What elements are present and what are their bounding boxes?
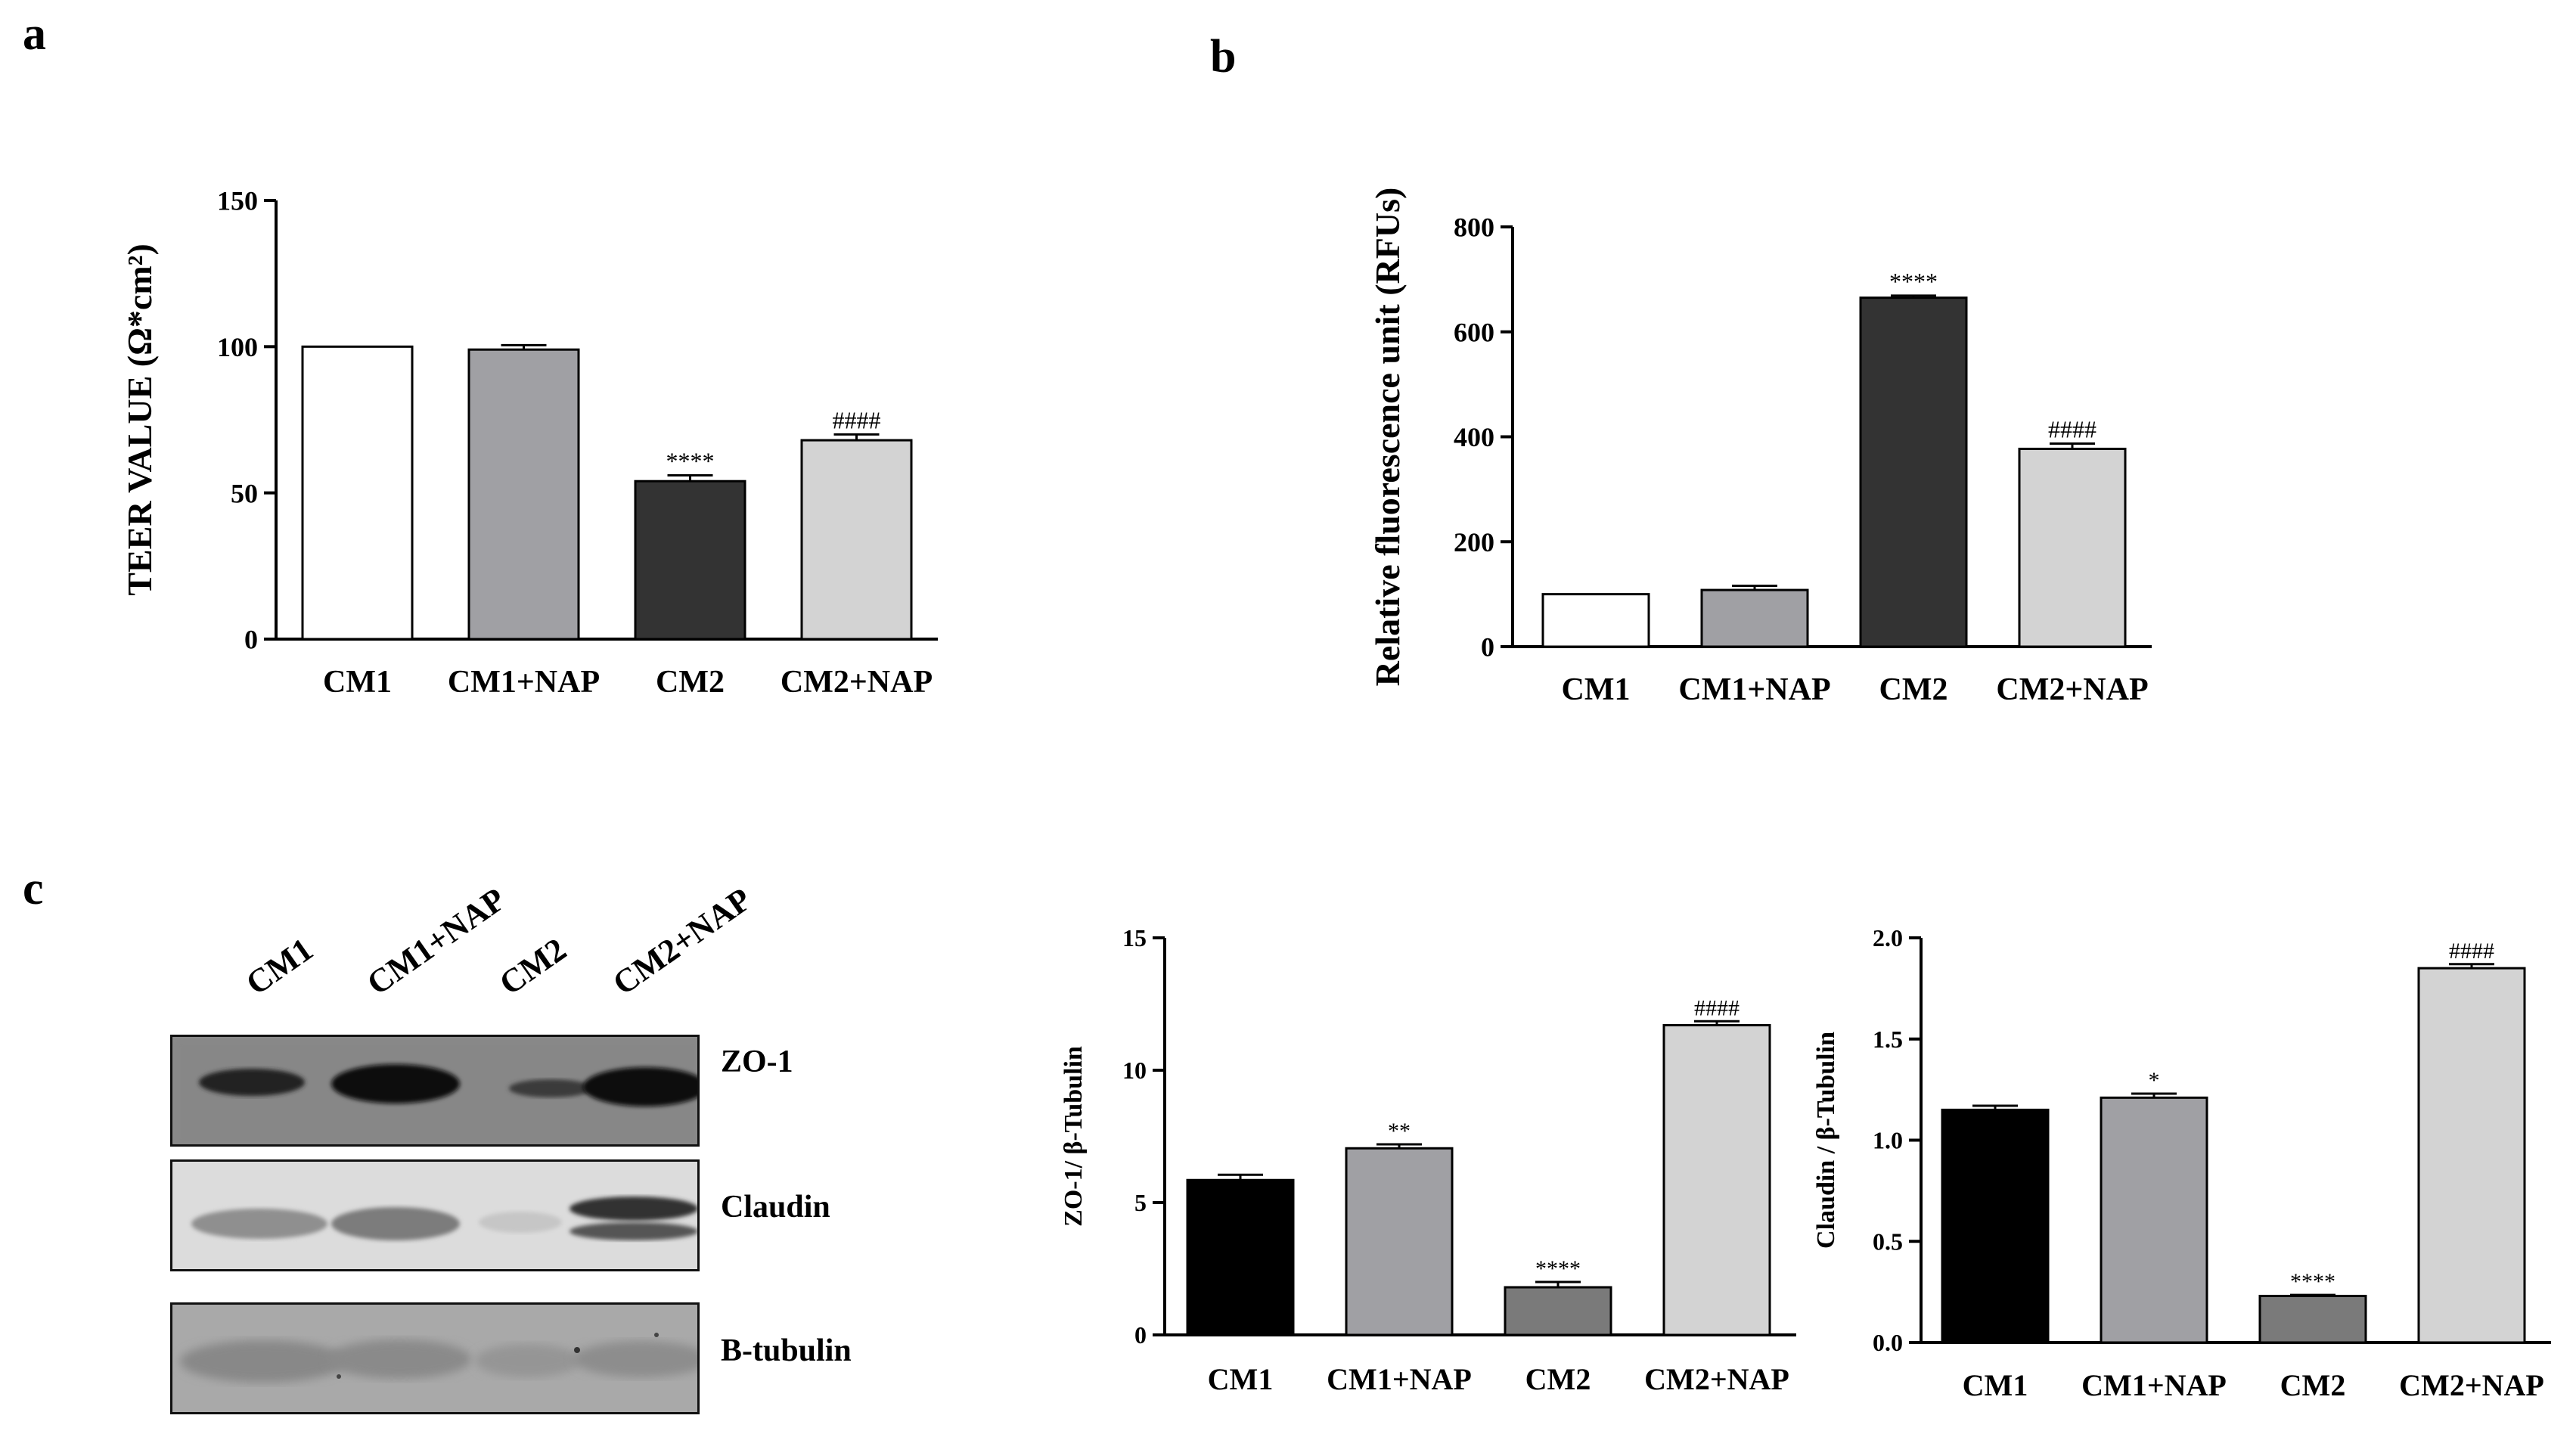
significance-label: **** (2290, 1269, 2335, 1294)
y-tick-label: 10 (1122, 1057, 1147, 1084)
category-label: CM1+NAP (448, 665, 600, 700)
panel-letter-c: c (23, 863, 44, 914)
significance-label: **** (1535, 1256, 1581, 1281)
y-tick-label: 800 (1454, 213, 1494, 243)
y-axis-label: ZO-1/ β-Tubulin (1060, 1046, 1088, 1227)
blot-label-zo1: ZO-1 (721, 1044, 793, 1079)
bar (2258, 1294, 2367, 1344)
bar (1504, 1286, 1612, 1336)
chart-a-teer: 0 50 100 150 TEER VALUE (Ω*cm²) CM1 CM1+NAP ***… (120, 186, 938, 700)
y-tick-label: 100 (217, 332, 258, 362)
band (327, 1339, 471, 1379)
band (180, 1340, 346, 1383)
blot-lane-label: CM1 (239, 930, 320, 1003)
blot-label-claudin: Claudin (721, 1190, 830, 1224)
y-tick-label: 0.0 (1873, 1329, 1903, 1356)
y-tick-label: 0 (244, 625, 258, 655)
band (331, 1064, 460, 1103)
y-tick-label: 1.5 (1873, 1026, 1903, 1053)
band (573, 1341, 697, 1377)
chart-c1-zo1: 0 5 10 15 ZO-1/ β-Tubulin CM1 ** CM1+NAP **** CM2… (1060, 924, 1796, 1396)
bar (1662, 1024, 1771, 1336)
y-tick-label: 50 (231, 478, 258, 508)
bar (301, 345, 414, 641)
bar (1859, 296, 1968, 648)
bar (467, 348, 580, 641)
significance-label: #### (833, 406, 881, 433)
category-label: CM2+NAP (1644, 1362, 1789, 1396)
band (475, 1344, 581, 1377)
significance-label: #### (1694, 995, 1740, 1020)
band (509, 1079, 592, 1097)
panel-letter-b: b (1210, 31, 1237, 82)
y-tick-label: 0 (1134, 1321, 1147, 1349)
blot-label-btubulin: B-tubulin (721, 1333, 852, 1368)
category-label: CM2 (656, 665, 725, 700)
blot-lane-label: CM1+NAP (360, 880, 513, 1003)
panel-letter-a: a (23, 8, 46, 60)
blot-zo1 (170, 1035, 700, 1147)
y-tick-label: 0.5 (1873, 1228, 1903, 1255)
bar (2100, 1096, 2208, 1344)
bar (634, 480, 746, 641)
significance-label: #### (2449, 939, 2494, 964)
bar (1541, 593, 1650, 648)
category-label: CM1+NAP (2081, 1368, 2227, 1402)
bar (2417, 967, 2526, 1344)
band (583, 1067, 697, 1107)
bar (1186, 1178, 1295, 1336)
y-tick-label: 600 (1454, 317, 1494, 347)
y-tick-label: 15 (1122, 924, 1147, 951)
bar (1345, 1147, 1454, 1336)
band (191, 1209, 327, 1239)
band (570, 1197, 697, 1221)
category-label: CM1 (1208, 1362, 1274, 1396)
y-tick-label: 1.0 (1873, 1127, 1903, 1154)
bar (2018, 447, 2127, 648)
y-axis-label: Relative fluorescence unit (RFUs) (1368, 188, 1407, 687)
category-label: CM2+NAP (2399, 1368, 2544, 1402)
blot-btubulin (170, 1302, 700, 1414)
band (331, 1207, 460, 1240)
bar (1941, 1108, 2050, 1344)
chart-c2-claudin: 0.0 0.5 1.0 1.5 2.0 Claudin / β-Tubulin CM1 * CM… (1812, 924, 2551, 1402)
category-label: CM2 (1879, 672, 1948, 707)
band (479, 1212, 562, 1233)
blot-claudin (170, 1159, 700, 1271)
category-label: CM2+NAP (781, 665, 933, 700)
category-label: CM1+NAP (1327, 1362, 1472, 1396)
bar (800, 439, 913, 641)
band (199, 1069, 305, 1096)
y-tick-label: 150 (217, 186, 258, 216)
category-label: CM1 (323, 665, 392, 700)
y-tick-label: 0 (1481, 632, 1494, 663)
category-label: CM1 (1562, 672, 1631, 707)
blot-lane-label: CM2+NAP (606, 880, 759, 1003)
blot-lane-label: CM2 (492, 930, 573, 1003)
category-label: CM2 (2280, 1368, 2346, 1402)
category-label: CM1+NAP (1678, 672, 1830, 707)
category-label: CM2+NAP (1996, 672, 2148, 707)
bar (1700, 588, 1809, 648)
y-tick-label: 2.0 (1873, 924, 1903, 951)
band (570, 1222, 697, 1240)
y-tick-label: 200 (1454, 527, 1494, 557)
significance-label: **** (1889, 268, 1938, 295)
category-label: CM2 (1525, 1362, 1591, 1396)
significance-label: ** (1388, 1119, 1411, 1144)
significance-label: * (2149, 1068, 2160, 1093)
category-label: CM1 (1963, 1368, 2028, 1402)
significance-label: #### (2048, 416, 2096, 443)
y-axis-label: TEER VALUE (Ω*cm²) (120, 244, 159, 596)
y-axis-label: Claudin / β-Tubulin (1812, 1032, 1840, 1249)
chart-b-fluorescence: 0 200 400 600 800 Relative fluorescence unit … (1368, 188, 2152, 707)
significance-label: **** (666, 447, 715, 474)
y-tick-label: 400 (1454, 422, 1494, 452)
y-tick-label: 5 (1134, 1189, 1147, 1216)
